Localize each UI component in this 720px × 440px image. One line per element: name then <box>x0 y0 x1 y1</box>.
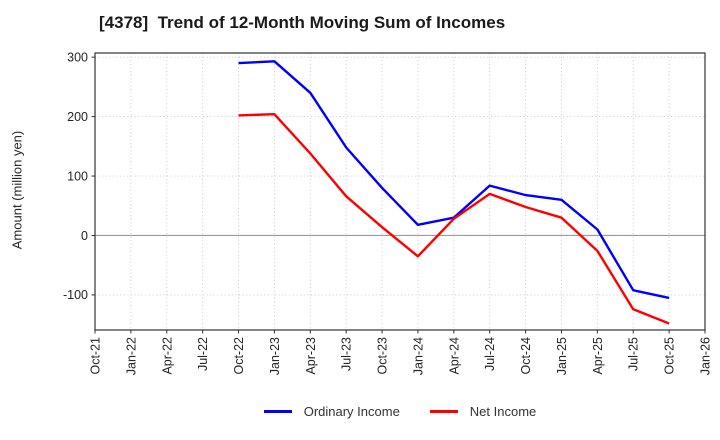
x-tick-label: Apr-22 <box>160 337 174 375</box>
plot-frame <box>94 52 706 331</box>
x-tick-label: Oct-24 <box>519 337 533 375</box>
x-tick-label: Jan-24 <box>411 337 425 375</box>
legend: Ordinary Income Net Income <box>95 404 705 419</box>
y-tick-label: -100 <box>63 288 88 302</box>
y-tick-label: 300 <box>67 50 88 64</box>
x-tick-label: Jul-23 <box>340 337 354 371</box>
x-tick-label: Jan-22 <box>124 337 138 375</box>
y-tick-label: 0 <box>81 229 88 243</box>
x-tick-label: Oct-25 <box>663 337 677 375</box>
x-tick-label: Jul-24 <box>483 337 497 371</box>
x-tick-label: Jan-23 <box>268 337 282 375</box>
legend-label-ordinary-income: Ordinary Income <box>303 404 400 419</box>
y-tick-label: 100 <box>67 169 88 183</box>
x-tick-label: Jan-25 <box>555 337 569 375</box>
x-tick-label: Apr-24 <box>447 337 461 375</box>
net-income-line <box>238 112 670 325</box>
x-tick-label: Jul-25 <box>627 337 641 371</box>
chart-title: [4378] Trend of 12-Month Moving Sum of I… <box>99 13 506 32</box>
legend-label-net-income: Net Income <box>469 404 537 419</box>
legend-item-net-income: Net Income <box>429 404 537 419</box>
x-tick-label: Jan-26 <box>699 337 713 375</box>
x-tick-label: Apr-25 <box>591 337 605 375</box>
x-tick-label: Oct-21 <box>89 337 103 375</box>
y-tick-label: 200 <box>67 110 88 124</box>
legend-item-ordinary-income: Ordinary Income <box>263 404 400 419</box>
x-tick-label: Jul-22 <box>196 337 210 371</box>
x-tick-label: Oct-23 <box>376 337 390 375</box>
x-tick-label: Oct-22 <box>232 337 246 375</box>
ordinary-income-line-swatch <box>263 410 292 413</box>
x-tick-label: Apr-23 <box>304 337 318 375</box>
net-income-line-swatch <box>429 410 458 413</box>
